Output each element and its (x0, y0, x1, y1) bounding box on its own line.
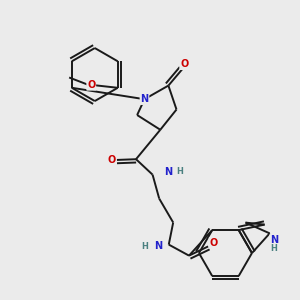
Text: H: H (141, 242, 148, 251)
Text: N: N (164, 167, 172, 177)
Text: O: O (180, 59, 188, 69)
Text: methoxy: methoxy (67, 76, 74, 77)
Text: N: N (270, 235, 278, 245)
Text: O: O (87, 80, 95, 90)
Text: H: H (176, 167, 183, 176)
Text: O: O (108, 155, 116, 165)
Text: N: N (154, 242, 162, 251)
Text: N: N (140, 94, 148, 104)
Text: O: O (209, 238, 218, 248)
Text: H: H (271, 244, 278, 253)
